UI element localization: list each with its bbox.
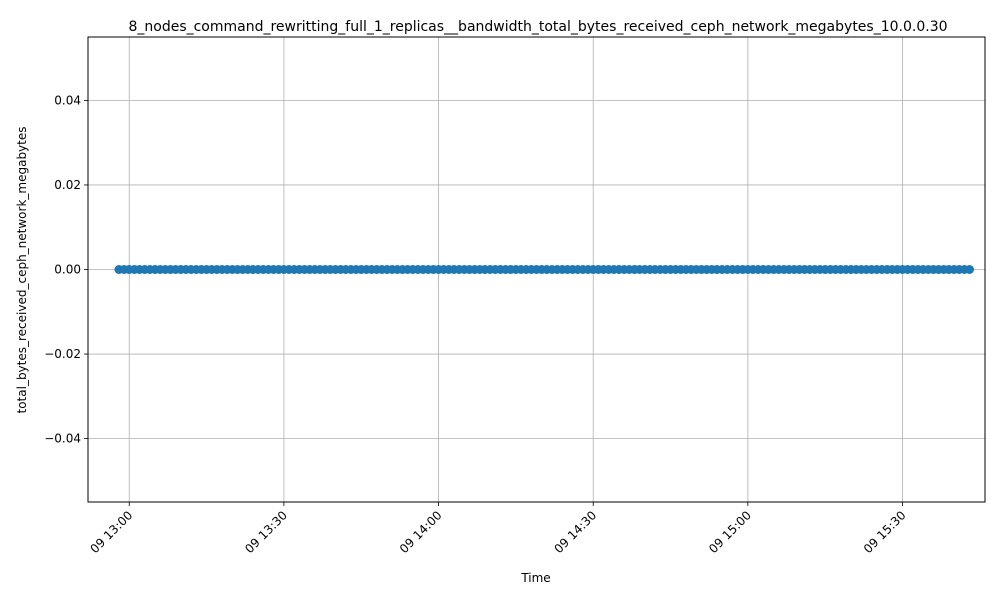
y-tick-label: −0.04 [44,432,81,446]
y-tick-label: 0.04 [54,93,81,107]
y-axis-label: total_bytes_received_ceph_network_megaby… [15,126,29,413]
x-axis-label: Time [520,571,550,585]
chart-title: 8_nodes_command_rewritting_full_1_replic… [128,19,947,35]
series-total-bytes-received [114,265,975,274]
y-tick-label: 0.00 [54,263,81,277]
y-axis: 0.04 0.02 0.00 −0.02 −0.04 [44,93,88,446]
data-point [965,265,975,274]
y-tick-label: 0.02 [54,178,81,192]
y-tick-label: −0.02 [44,347,81,361]
